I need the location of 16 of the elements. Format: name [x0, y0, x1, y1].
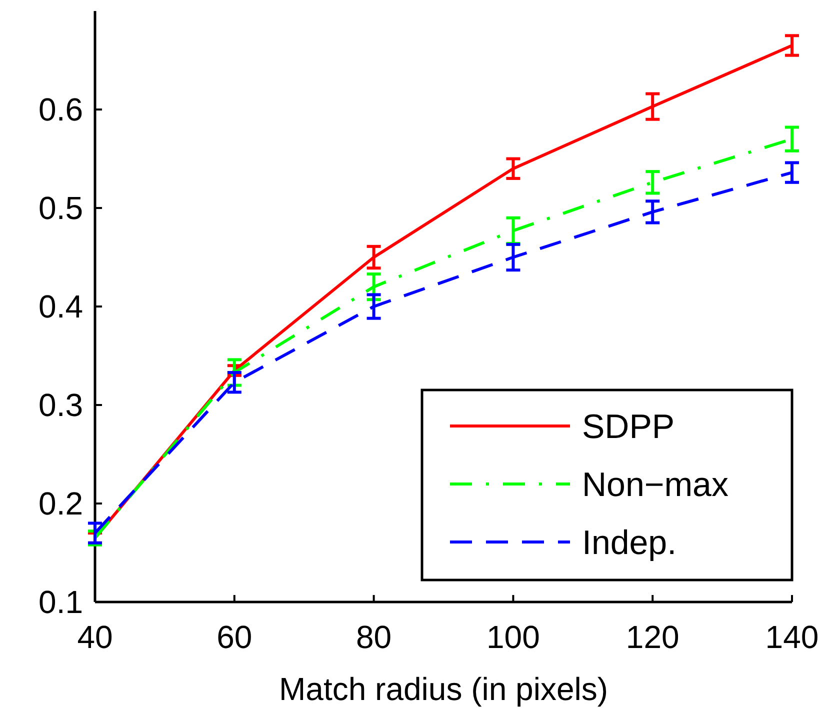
- x-tick-label: 100: [486, 619, 540, 655]
- x-axis-title: Match radius (in pixels): [279, 671, 608, 707]
- x-tick-label: 80: [356, 619, 392, 655]
- y-tick-label: 0.1: [38, 584, 83, 620]
- x-tick-label: 140: [765, 619, 819, 655]
- legend-label: Non−max: [582, 466, 728, 504]
- legend-label: SDPP: [582, 408, 675, 446]
- y-tick-label: 0.2: [38, 486, 83, 522]
- legend-label: Indep.: [582, 524, 677, 562]
- x-tick-label: 40: [77, 619, 113, 655]
- y-tick-label: 0.3: [38, 387, 83, 423]
- y-tick-label: 0.6: [38, 92, 83, 128]
- y-tick-label: 0.4: [38, 288, 83, 324]
- x-tick-label: 60: [216, 619, 252, 655]
- x-tick-label: 120: [626, 619, 680, 655]
- y-tick-label: 0.5: [38, 190, 83, 226]
